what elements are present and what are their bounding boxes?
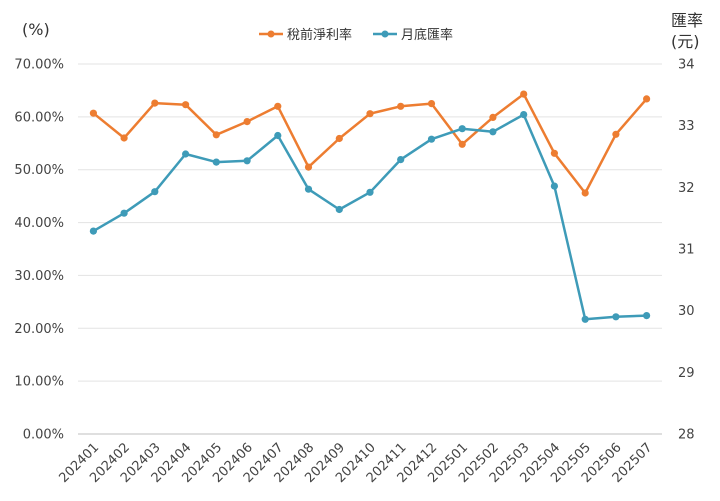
series-2-point (550, 182, 559, 190)
left-axis-unit: (%) (22, 20, 50, 39)
series-2-point (458, 125, 466, 133)
series-line-2 (92, 113, 648, 321)
series-2-point (366, 188, 374, 196)
series-layer (89, 90, 651, 323)
series-1-point (89, 109, 97, 117)
y-right-tick-label: 30 (678, 304, 695, 319)
series-1-point (274, 102, 282, 110)
series-2-point (120, 209, 128, 217)
series-2-point (335, 205, 343, 214)
y-right-tick-label: 31 (678, 243, 695, 258)
x-axis: 2024012024022024032024042024052024062024… (56, 440, 655, 486)
y-left-tick-label: 50.00% (14, 163, 64, 178)
y-left-tick-label: 30.00% (14, 269, 64, 284)
series-2-point (304, 185, 313, 193)
y-left-tick-label: 20.00% (14, 322, 64, 337)
y-right-tick-label: 28 (678, 428, 695, 443)
series-2-point (182, 150, 190, 158)
series-1-point (581, 189, 589, 197)
legend-label-series-1: 稅前淨利率 (287, 27, 352, 43)
series-line-1 (92, 92, 648, 195)
legend: 稅前淨利率 月底匯率 (259, 27, 453, 43)
legend-marker-series-1 (267, 30, 275, 38)
grid (78, 63, 662, 435)
series-1-point (489, 113, 497, 121)
series-2-point (643, 312, 651, 320)
y-left-tick-label: 40.00% (14, 216, 64, 231)
y-left-tick-label: 10.00% (14, 375, 64, 390)
series-2-point (243, 157, 251, 165)
y-left-tick-label: 70.00% (14, 58, 64, 73)
series-1-point (335, 134, 343, 143)
left-axis: 0.00% 10.00% 20.00% 30.00% 40.00% 50.00% 60.00… (14, 58, 64, 443)
right-axis: 28 29 30 31 32 33 34 (678, 58, 695, 443)
series-2-point (274, 131, 282, 140)
series-2-point (151, 188, 159, 196)
y-left-tick-label: 0.00% (23, 428, 64, 443)
series-1-point (182, 101, 190, 109)
y-right-tick-label: 34 (678, 58, 695, 73)
series-2-point (581, 315, 589, 323)
legend-item-series-2: 月底匯率 (373, 27, 453, 43)
series-1-point (520, 90, 528, 98)
series-1-point (427, 100, 436, 108)
y-right-tick-label: 29 (678, 366, 695, 381)
legend-marker-series-2 (381, 30, 389, 38)
series-1-point (212, 131, 220, 139)
series-2-point (427, 135, 436, 143)
series-2-point (397, 156, 405, 164)
y-left-tick-label: 60.00% (14, 110, 64, 125)
legend-item-series-1: 稅前淨利率 (259, 27, 352, 43)
y-right-tick-label: 32 (678, 181, 695, 196)
series-1-point (550, 149, 559, 157)
series-1-point (120, 134, 128, 142)
series-2-point (520, 111, 528, 119)
series-2-point (89, 227, 97, 235)
series-1-point (151, 99, 159, 107)
series-1-point (612, 130, 620, 138)
series-1-point (366, 110, 374, 118)
series-2-point (489, 128, 497, 136)
legend-label-series-2: 月底匯率 (401, 27, 453, 43)
right-axis-unit-line1: 匯率 (671, 11, 703, 30)
series-2-point (212, 158, 220, 166)
series-1-point (243, 118, 251, 126)
series-1-point (397, 102, 405, 110)
series-1-point (643, 95, 651, 103)
series-1-point (458, 140, 466, 148)
y-right-tick-label: 33 (678, 119, 695, 134)
series-2-point (612, 313, 620, 321)
series-1-point (304, 163, 313, 171)
right-axis-unit-line2: (元) (671, 32, 700, 51)
